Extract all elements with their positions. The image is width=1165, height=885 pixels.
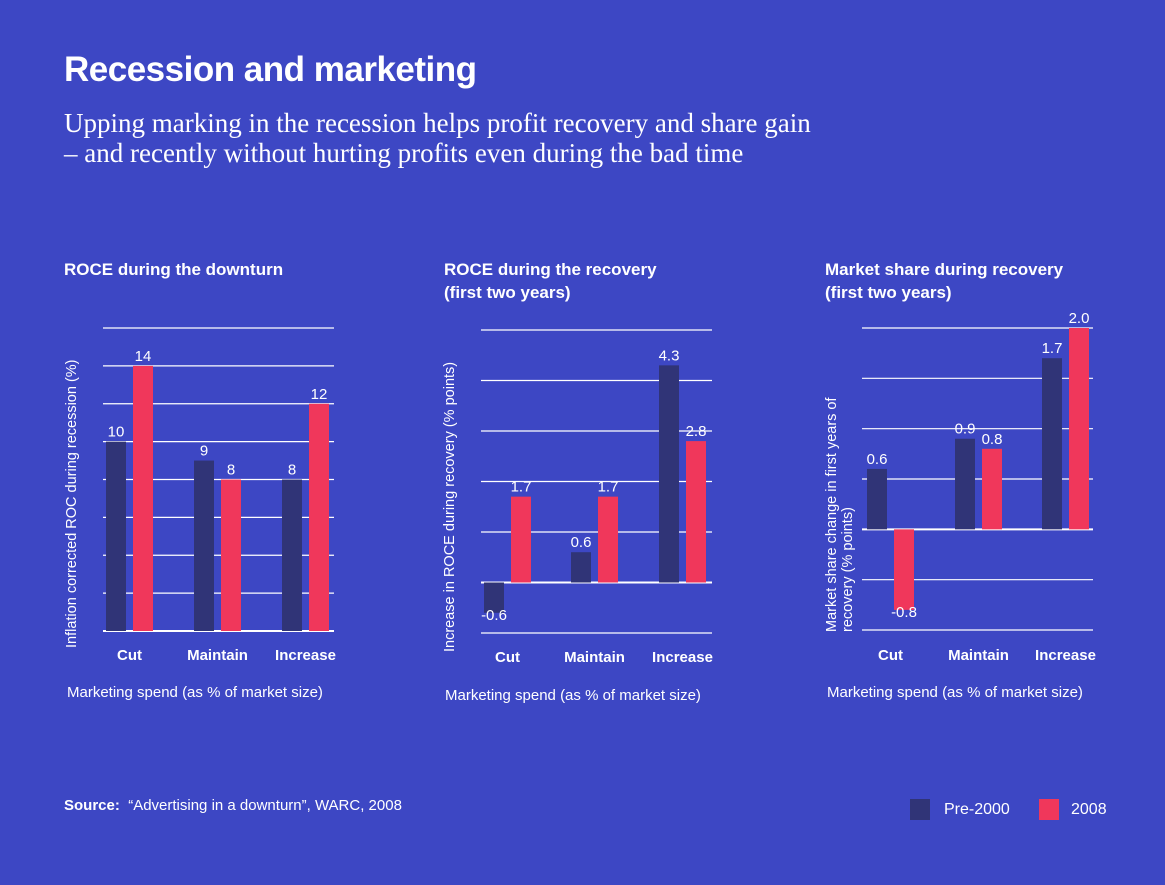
legend-item-pre2000: Pre-2000 bbox=[910, 799, 1010, 820]
chart-3-xlabel: Marketing spend (as % of market size) bbox=[827, 684, 1083, 701]
chart-2-bar-increase-pre2000 bbox=[659, 365, 679, 583]
chart-3-title: Market share during recovery (first two … bbox=[825, 258, 1063, 304]
chart-1-data-label: 9 bbox=[200, 443, 208, 460]
chart-3-bar-cut-pre2000 bbox=[867, 468, 887, 530]
source-label: Source: bbox=[64, 797, 120, 814]
chart-1-category-label: Increase bbox=[275, 647, 336, 664]
chart-2-bar-cut-2008 bbox=[511, 496, 531, 583]
chart-3-bar-cut-2008 bbox=[894, 529, 914, 610]
chart-1-bar-increase-2008 bbox=[309, 403, 329, 631]
chart-3-data-label: -0.8 bbox=[891, 604, 917, 621]
chart-3-bar-maintain-2008 bbox=[982, 448, 1002, 530]
chart-1-category-label: Maintain bbox=[187, 647, 248, 664]
chart-3-data-label: 1.7 bbox=[1042, 340, 1063, 357]
chart-2-data-label: 0.6 bbox=[571, 534, 592, 551]
chart-3-bar-increase-2008 bbox=[1069, 328, 1089, 530]
chart-3-bar-increase-pre2000 bbox=[1042, 358, 1062, 530]
chart-3-data-label: 2.0 bbox=[1069, 310, 1090, 327]
legend-item-2008: 2008 bbox=[1039, 799, 1107, 820]
page-title: Recession and marketing bbox=[64, 50, 477, 89]
chart-3-data-label: 0.8 bbox=[982, 431, 1003, 448]
chart-2-data-label: -0.6 bbox=[481, 607, 507, 624]
chart-2-bar-increase-2008 bbox=[686, 441, 706, 583]
chart-2-data-label: 4.3 bbox=[659, 347, 680, 364]
chart-3-bar-maintain-pre2000 bbox=[955, 438, 975, 530]
chart-3-data-label: 0.9 bbox=[955, 421, 976, 438]
chart-3-category-label: Increase bbox=[1035, 647, 1096, 664]
chart-2-title-line-2: (first two years) bbox=[444, 283, 571, 302]
chart-2-bar-cut-pre2000 bbox=[484, 582, 504, 613]
chart-3-title-line-1: Market share during recovery bbox=[825, 260, 1064, 279]
chart-1-data-label: 8 bbox=[288, 462, 296, 479]
chart-2-data-label: 2.8 bbox=[686, 423, 707, 440]
legend-swatch-pre2000 bbox=[910, 799, 930, 820]
chart-2-title-line-1: ROCE during the recovery bbox=[444, 260, 657, 279]
chart-1-data-label: 8 bbox=[227, 462, 235, 479]
chart-1-data-label: 14 bbox=[135, 348, 152, 365]
chart-1-title: ROCE during the downturn bbox=[64, 258, 283, 281]
chart-3-category-label: Maintain bbox=[948, 647, 1009, 664]
chart-2-bar-maintain-2008 bbox=[598, 496, 618, 583]
chart-3-category-label: Cut bbox=[878, 647, 903, 664]
chart-2-title: ROCE during the recovery (first two year… bbox=[444, 258, 657, 304]
chart-3-title-line-2: (first two years) bbox=[825, 283, 952, 302]
chart-2-data-label: 1.7 bbox=[511, 479, 532, 496]
chart-1-xlabel: Marketing spend (as % of market size) bbox=[67, 684, 323, 701]
source-text: “Advertising in a downturn”, WARC, 2008 bbox=[128, 797, 402, 814]
chart-2-category-label: Maintain bbox=[564, 649, 625, 666]
source-note: Source: “Advertising in a downturn”, WAR… bbox=[64, 797, 402, 814]
chart-1-data-label: 12 bbox=[311, 386, 328, 403]
chart-2-category-label: Cut bbox=[495, 649, 520, 666]
subtitle-line-1: Upping marking in the recession helps pr… bbox=[64, 108, 811, 138]
chart-2-xlabel: Marketing spend (as % of market size) bbox=[445, 687, 701, 704]
chart-1-bar-cut-pre2000 bbox=[106, 441, 126, 631]
chart-2-bar-maintain-pre2000 bbox=[571, 552, 591, 583]
legend-label-2008: 2008 bbox=[1071, 800, 1107, 818]
chart-1-bar-maintain-2008 bbox=[221, 479, 241, 631]
legend-label-pre2000: Pre-2000 bbox=[944, 800, 1010, 818]
page-subtitle: Upping marking in the recession helps pr… bbox=[64, 108, 884, 168]
chart-1-bar-increase-pre2000 bbox=[282, 479, 302, 631]
legend-swatch-2008 bbox=[1039, 799, 1059, 820]
subtitle-line-2: – and recently without hurting profits e… bbox=[64, 138, 744, 168]
chart-1-bar-maintain-pre2000 bbox=[194, 460, 214, 631]
chart-2-category-label: Increase bbox=[652, 649, 713, 666]
chart-1-title-line-1: ROCE during the downturn bbox=[64, 260, 284, 279]
chart-3-data-label: 0.6 bbox=[867, 451, 888, 468]
chart-2-data-label: 1.7 bbox=[598, 479, 619, 496]
chart-1-category-label: Cut bbox=[117, 647, 142, 664]
chart-1-bar-cut-2008 bbox=[133, 365, 153, 631]
chart-1-data-label: 10 bbox=[108, 424, 125, 441]
